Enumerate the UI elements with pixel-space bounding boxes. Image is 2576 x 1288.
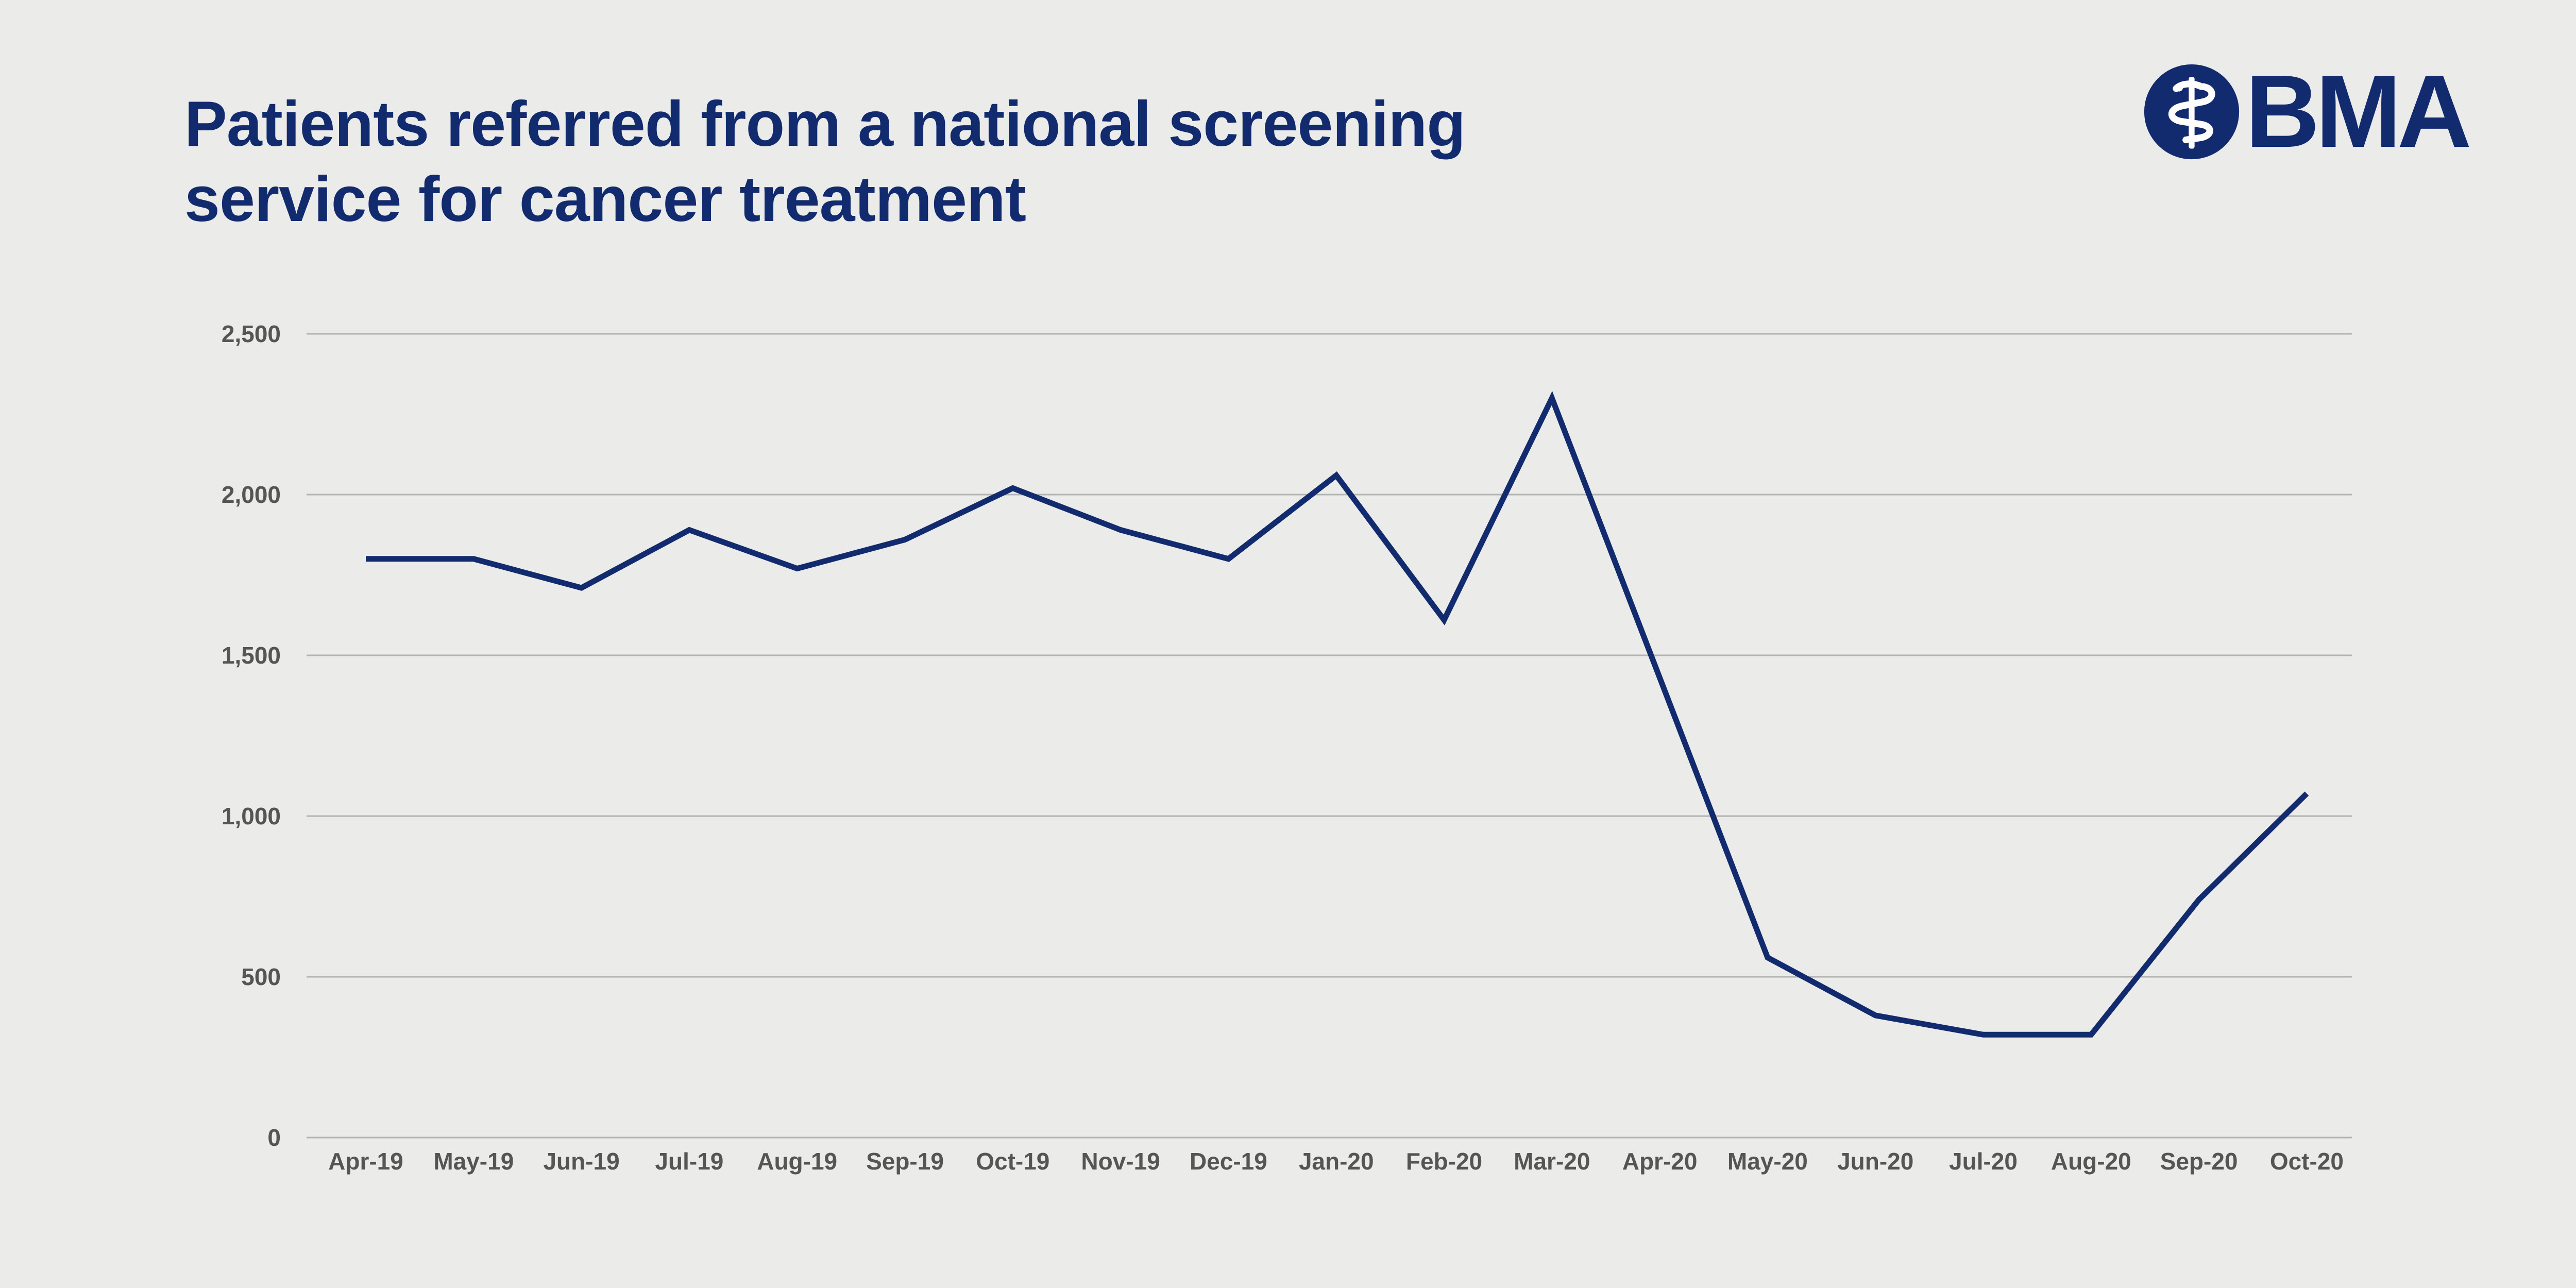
bma-logo: BMA <box>2143 54 2471 169</box>
x-tick-label: Apr-19 <box>328 1148 403 1175</box>
series-line <box>366 391 2309 1038</box>
y-tick-label: 1,000 <box>222 803 281 829</box>
y-axis-ticks: 0 500 1,000 1,500 2,000 2,500 <box>222 320 281 1151</box>
x-tick-label: Sep-20 <box>2160 1148 2238 1175</box>
x-tick-label: Dec-19 <box>1190 1148 1267 1175</box>
x-tick-label: Jan-20 <box>1299 1148 1374 1175</box>
x-tick-label: Oct-19 <box>976 1148 1049 1175</box>
x-tick-label: May-19 <box>433 1148 514 1175</box>
x-tick-label: Oct-20 <box>2270 1148 2344 1175</box>
x-tick-label: Aug-19 <box>757 1148 837 1175</box>
x-tick-label: Nov-19 <box>1081 1148 1160 1175</box>
x-axis-ticks: Apr-19 May-19 Jun-19 Jul-19 Aug-19 Sep-19 Oct-… <box>328 1148 2344 1175</box>
x-tick-label: Jul-19 <box>655 1148 723 1175</box>
series-layer <box>366 391 2309 1038</box>
x-tick-label: Mar-20 <box>1514 1148 1590 1175</box>
x-tick-label: Apr-20 <box>1622 1148 1698 1175</box>
x-tick-label: Aug-20 <box>2051 1148 2131 1175</box>
bma-logo-text: BMA <box>2245 54 2471 169</box>
y-tick-label: 2,000 <box>222 481 281 508</box>
x-tick-label: Feb-20 <box>1406 1148 1482 1175</box>
page-title-line-2: service for cancer treatment <box>184 164 1026 235</box>
page-title-line-1: Patients referred from a national screen… <box>184 89 1466 160</box>
bma-staff-of-asclepius-icon <box>2144 64 2240 160</box>
x-tick-label: Jun-19 <box>543 1148 619 1175</box>
y-tick-label: 500 <box>241 963 281 990</box>
x-tick-label: May-20 <box>1727 1148 1808 1175</box>
x-tick-label: Jul-20 <box>1949 1148 2018 1175</box>
page-title: Patients referred from a national screen… <box>184 87 1466 237</box>
y-tick-label: 2,500 <box>222 320 281 347</box>
x-tick-label: Sep-19 <box>866 1148 944 1175</box>
y-tick-label: 0 <box>267 1124 281 1151</box>
x-tick-label: Jun-20 <box>1837 1148 1913 1175</box>
y-tick-label: 1,500 <box>222 642 281 669</box>
gridlines <box>307 333 2352 1139</box>
